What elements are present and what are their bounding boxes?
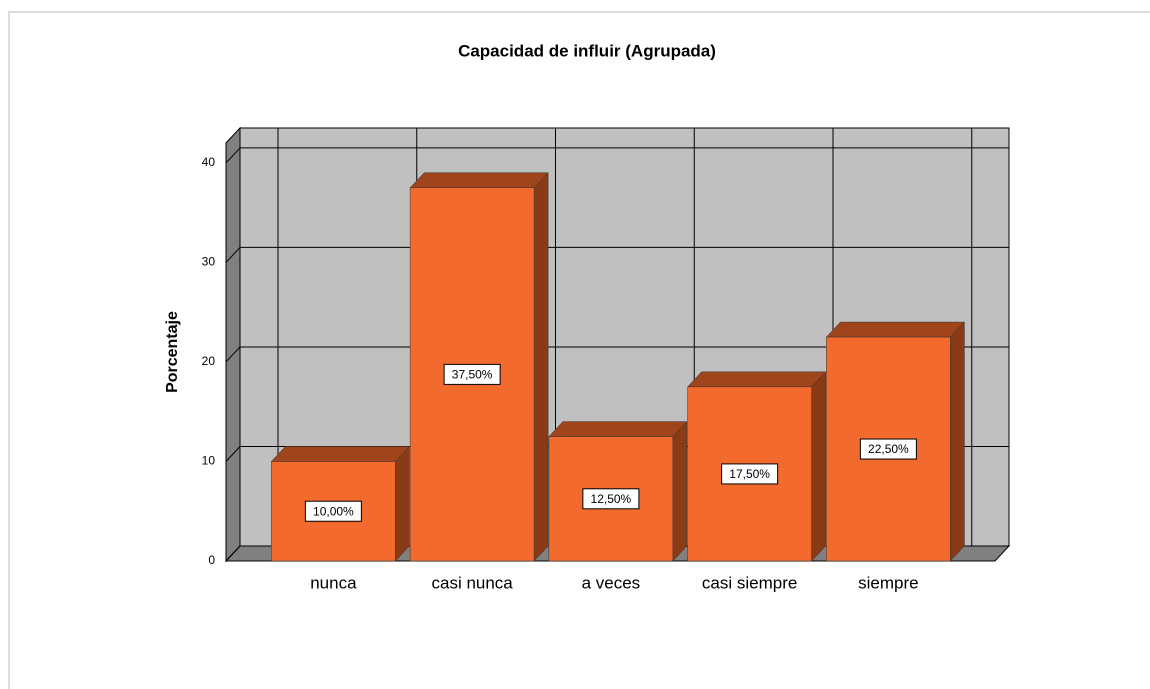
data-label-box [582, 488, 640, 510]
data-label-box [443, 363, 501, 385]
data-label: 17,50% [729, 467, 770, 481]
y-tick-label: 30 [202, 255, 216, 269]
bar-top [270, 446, 410, 462]
bar-side [811, 371, 826, 562]
bar-top [548, 421, 688, 437]
data-label: 10,00% [313, 504, 354, 518]
x-tick-label: casi siempre [702, 573, 797, 592]
bar-top [409, 172, 549, 189]
data-label: 12,50% [591, 492, 632, 506]
y-tick-label: 20 [202, 354, 216, 368]
data-label-box [859, 438, 917, 460]
tick-mark [225, 247, 241, 263]
bar-side [533, 172, 549, 562]
bar-side [950, 321, 965, 562]
bar-top [825, 321, 965, 338]
data-label-box [304, 500, 362, 522]
tick-mark [225, 346, 241, 363]
data-label: 37,50% [452, 368, 493, 382]
frame [8, 11, 1150, 689]
bar-side [672, 420, 688, 562]
x-tick-label: nunca [310, 573, 357, 592]
bar-side [395, 445, 410, 562]
x-tick-label: siempre [858, 573, 918, 592]
data-label-box [721, 463, 779, 485]
tick-mark [225, 147, 241, 164]
y-tick-label: 0 [208, 553, 215, 567]
tick-mark [225, 545, 241, 562]
chart-title: Capacidad de influir (Agrupada) [458, 41, 716, 60]
bar-top [687, 371, 827, 388]
x-tick-label: a veces [582, 573, 641, 592]
y-axis-label: Porcentaje [164, 311, 181, 393]
data-label: 22,50% [868, 442, 909, 456]
x-tick-label: casi nunca [431, 573, 513, 592]
y-tick-label: 10 [202, 454, 216, 468]
left-wall [225, 126, 241, 563]
tick-mark [225, 446, 241, 462]
y-tick-label: 40 [202, 155, 216, 169]
